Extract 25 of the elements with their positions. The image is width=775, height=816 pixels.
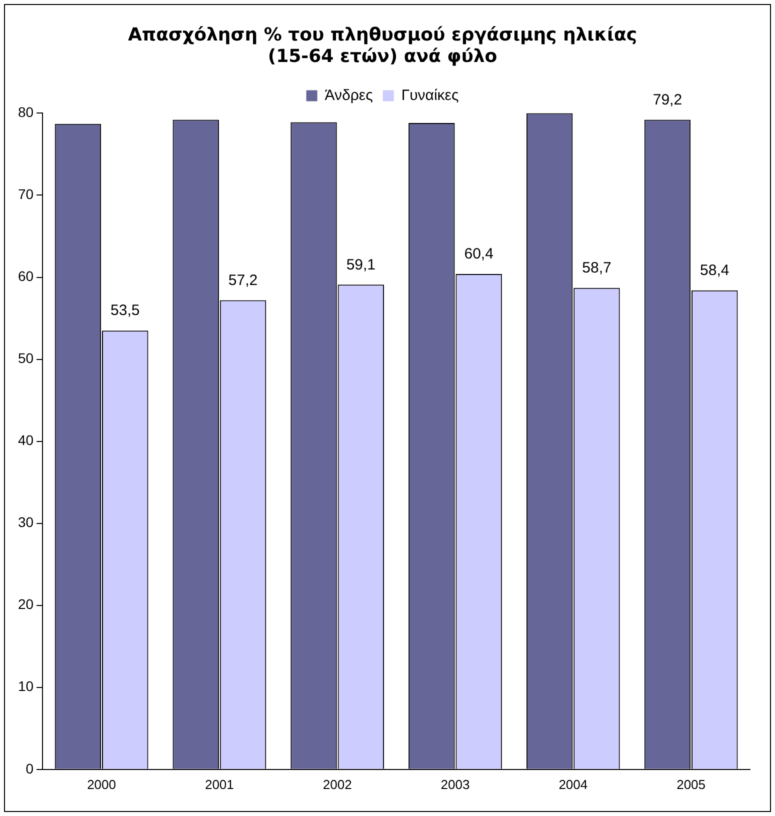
y-tick-label: 80 xyxy=(18,104,34,120)
data-label: 58,4 xyxy=(700,262,730,280)
data-label: 53,5 xyxy=(110,302,140,320)
data-label: 79,2 xyxy=(652,91,682,108)
y-tick-label: 0 xyxy=(26,760,34,776)
x-tick-label: 2005 xyxy=(676,776,706,792)
x-tick-label: 2002 xyxy=(322,776,352,792)
y-tick-label: 30 xyxy=(18,514,34,530)
x-tick-label: 2001 xyxy=(204,776,234,792)
x-tick-label: 2000 xyxy=(87,776,116,792)
y-tick-label: 40 xyxy=(18,432,34,448)
legend-label: Γυναίκες xyxy=(401,86,459,104)
x-tick-label: 2003 xyxy=(440,776,470,792)
data-label: 57,2 xyxy=(228,272,258,289)
y-tick-label: 20 xyxy=(18,596,34,612)
data-label: 58,7 xyxy=(582,260,612,277)
legend-label: Άνδρες xyxy=(324,86,373,104)
y-tick-label: 60 xyxy=(18,268,34,284)
y-tick-label: 10 xyxy=(18,678,34,694)
x-tick-label: 2004 xyxy=(558,776,588,792)
y-tick-label: 50 xyxy=(18,350,34,366)
data-label: 59,1 xyxy=(346,256,376,274)
data-label: 60,4 xyxy=(464,246,494,263)
chart-title: Απασχόληση % του πληθυσμού εργάσιμης ηλικίας (15-64 ετών) ανά φύλο xyxy=(128,24,638,68)
y-tick-label: 70 xyxy=(18,186,34,202)
